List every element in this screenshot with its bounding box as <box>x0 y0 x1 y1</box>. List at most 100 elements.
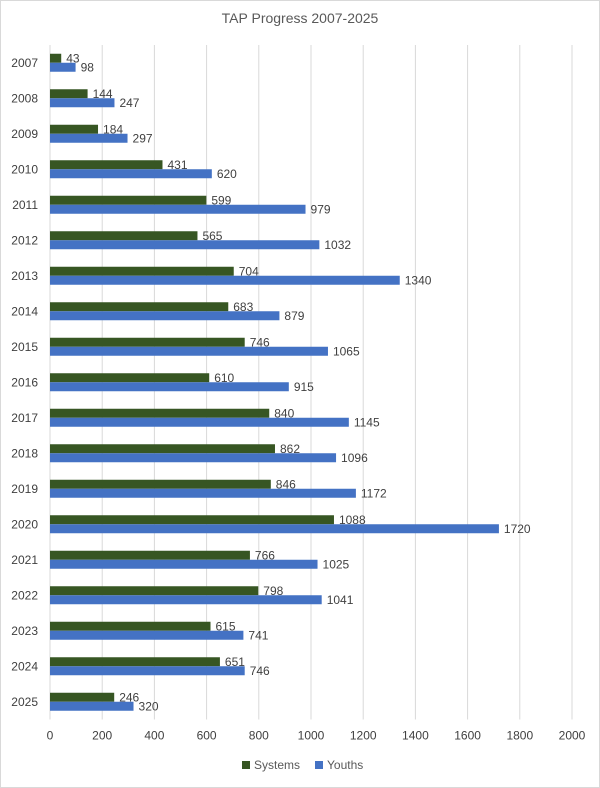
data-label-youths: 1096 <box>341 451 368 465</box>
bar-youths <box>50 133 128 143</box>
data-label-systems: 862 <box>280 442 300 456</box>
data-label-systems: 1088 <box>339 513 366 527</box>
data-label-youths: 1065 <box>333 344 360 358</box>
bar-systems <box>50 586 259 596</box>
y-category-label: 2024 <box>11 659 38 673</box>
data-label-systems: 846 <box>276 477 296 491</box>
data-label-youths: 1340 <box>405 273 432 287</box>
data-label-youths: 1172 <box>361 486 387 500</box>
legend-label-systems: Systems <box>254 758 300 772</box>
bar-systems <box>50 53 62 63</box>
x-tick-label: 1000 <box>298 729 325 743</box>
y-category-label: 2018 <box>11 446 38 460</box>
data-label-systems: 615 <box>216 619 236 633</box>
bar-youths <box>50 488 356 498</box>
data-label-youths: 98 <box>81 60 95 74</box>
bar-systems <box>50 515 334 525</box>
y-category-label: 2010 <box>11 162 38 176</box>
data-label-systems: 184 <box>103 122 123 136</box>
data-label-systems: 840 <box>274 406 294 420</box>
bar-youths <box>50 204 306 214</box>
legend-swatch-youths <box>315 761 323 769</box>
bar-youths <box>50 169 212 179</box>
data-label-systems: 43 <box>66 51 80 65</box>
data-label-youths: 1041 <box>327 593 354 607</box>
bar-youths <box>50 524 499 534</box>
bar-youths <box>50 666 245 676</box>
x-axis-ticks: 0 200 400 600 800 1000 1200 1400 1600 1800 2000 <box>47 729 586 743</box>
data-label-systems: 246 <box>119 690 139 704</box>
bar-systems <box>50 266 234 276</box>
bar-systems <box>50 195 207 205</box>
bar-systems <box>50 692 115 702</box>
data-label-youths: 1025 <box>323 557 350 571</box>
y-category-label: 2020 <box>11 517 38 531</box>
legend-label-youths: Youths <box>327 758 363 772</box>
data-label-systems: 683 <box>233 300 253 314</box>
data-label-youths: 915 <box>294 380 314 394</box>
bar-systems <box>50 124 99 134</box>
y-category-label: 2008 <box>11 91 38 105</box>
bar-youths <box>50 240 320 250</box>
bar-systems <box>50 657 220 667</box>
bar-systems <box>50 373 210 383</box>
y-category-label: 2016 <box>11 375 38 389</box>
bar-youths <box>50 701 134 711</box>
bar-youths <box>50 346 328 356</box>
y-category-label: 2015 <box>11 340 38 354</box>
x-tick-label: 800 <box>249 729 269 743</box>
y-category-label: 2019 <box>11 482 38 496</box>
data-label-systems: 766 <box>255 548 275 562</box>
bar-systems <box>50 444 275 454</box>
x-tick-label: 0 <box>47 729 54 743</box>
x-tick-label: 1600 <box>454 729 481 743</box>
data-label-systems: 704 <box>239 264 259 278</box>
bar-youths <box>50 630 244 640</box>
data-label-youths: 1032 <box>324 238 351 252</box>
bar-youths <box>50 275 400 285</box>
y-category-label: 2013 <box>11 269 38 283</box>
bar-youths <box>50 595 322 605</box>
data-label-youths: 741 <box>248 628 268 642</box>
y-category-label: 2025 <box>11 695 38 709</box>
data-label-youths: 1720 <box>504 522 531 536</box>
data-label-youths: 297 <box>133 131 153 145</box>
bar-systems <box>50 479 271 489</box>
data-label-youths: 979 <box>311 202 331 216</box>
data-label-systems: 431 <box>167 158 187 172</box>
y-category-label: 2011 <box>12 198 38 212</box>
bar-systems <box>50 89 88 99</box>
y-category-label: 2023 <box>11 624 38 638</box>
bar-systems <box>50 550 250 560</box>
bar-youths <box>50 453 337 463</box>
legend-swatch-systems <box>242 761 250 769</box>
bar-youths <box>50 382 289 392</box>
data-label-systems: 610 <box>214 371 234 385</box>
bar-systems <box>50 302 229 312</box>
x-tick-label: 1400 <box>402 729 429 743</box>
data-label-youths: 620 <box>217 167 237 181</box>
data-label-systems: 798 <box>263 584 283 598</box>
x-tick-label: 400 <box>144 729 164 743</box>
bar-systems <box>50 160 163 170</box>
data-label-youths: 746 <box>250 664 270 678</box>
chart-title: TAP Progress 2007-2025 <box>222 10 379 26</box>
y-category-label: 2009 <box>11 127 38 141</box>
bar-youths <box>50 62 76 72</box>
bar-systems <box>50 621 211 631</box>
y-category-label: 2017 <box>11 411 38 425</box>
data-label-systems: 599 <box>211 193 231 207</box>
bar-youths <box>50 98 115 108</box>
bars <box>50 53 499 711</box>
data-label-youths: 879 <box>284 309 304 323</box>
data-label-youths: 320 <box>139 699 159 713</box>
bar-systems <box>50 337 245 347</box>
y-category-label: 2014 <box>11 304 38 318</box>
x-tick-label: 2000 <box>559 729 586 743</box>
data-label-systems: 565 <box>202 229 222 243</box>
bar-youths <box>50 311 280 321</box>
bar-youths <box>50 417 349 427</box>
